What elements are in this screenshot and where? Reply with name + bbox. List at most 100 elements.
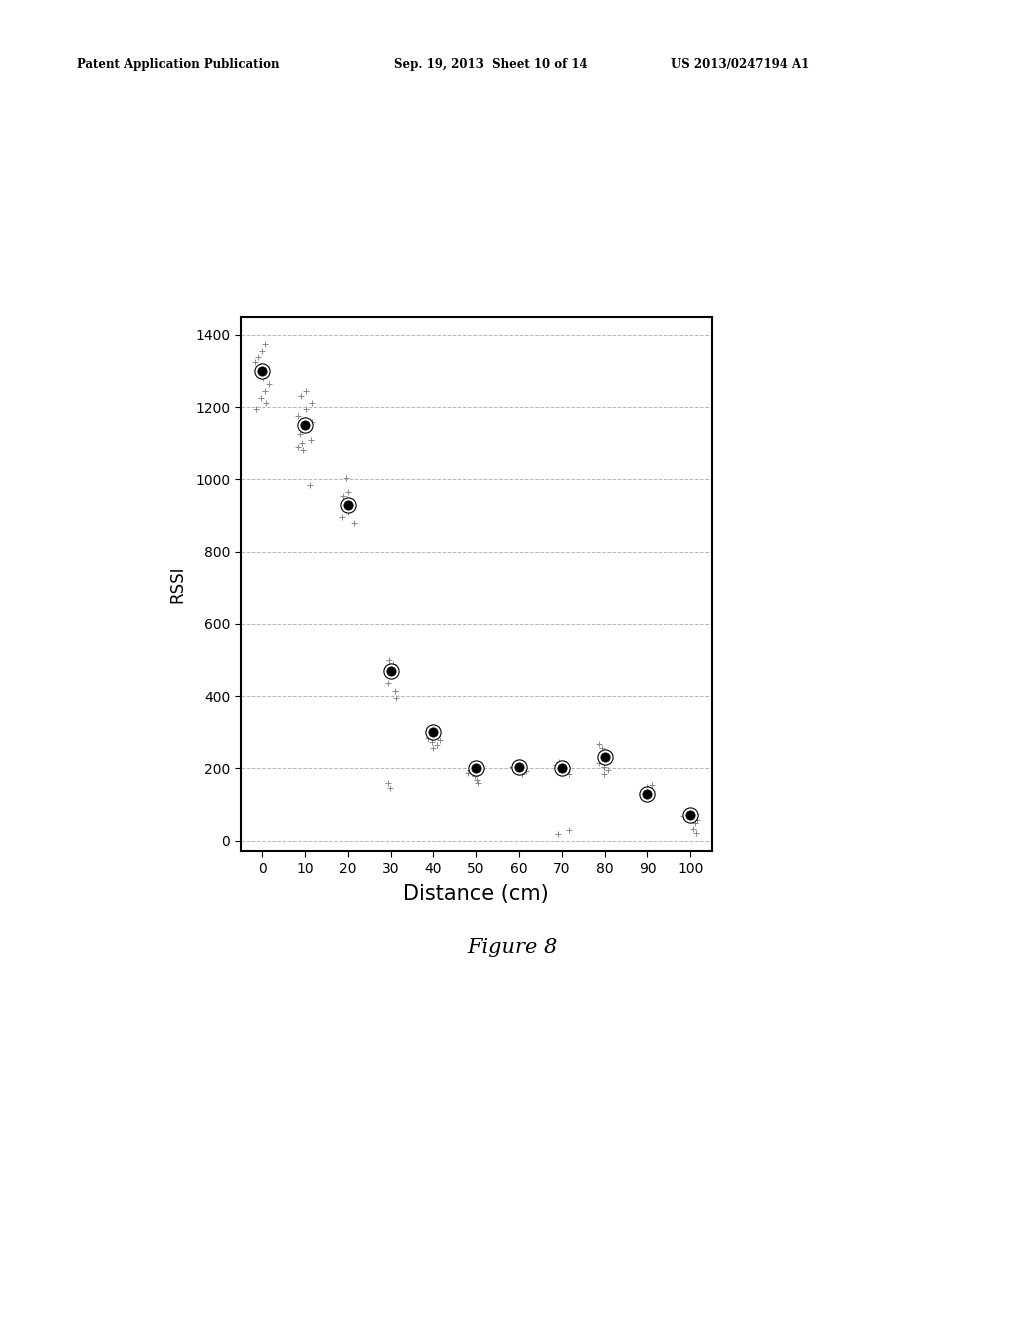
Text: Patent Application Publication: Patent Application Publication (77, 58, 280, 71)
Text: Sep. 19, 2013  Sheet 10 of 14: Sep. 19, 2013 Sheet 10 of 14 (394, 58, 588, 71)
Point (387, 688, 403, 709)
Point (511, 756, 527, 777)
Point (261, 374, 278, 395)
Point (596, 747, 612, 768)
Point (386, 680, 402, 701)
Point (297, 414, 313, 436)
Point (594, 743, 610, 764)
Point (689, 809, 706, 830)
Point (257, 334, 273, 355)
Point (639, 776, 655, 797)
Point (340, 502, 356, 523)
Point (639, 783, 655, 804)
Point (293, 385, 309, 407)
Point (638, 785, 654, 807)
Point (468, 770, 484, 791)
Point (334, 507, 350, 528)
Point (343, 496, 359, 517)
Point (508, 754, 524, 775)
Point (470, 774, 486, 795)
Point (462, 759, 478, 780)
Point (420, 727, 436, 748)
Point (468, 758, 484, 779)
Point (687, 813, 703, 834)
Point (248, 399, 264, 420)
Point (685, 818, 701, 840)
Point (254, 368, 270, 389)
Point (591, 752, 607, 774)
Point (254, 360, 270, 381)
X-axis label: Distance (cm): Distance (cm) (403, 884, 549, 904)
Point (254, 356, 270, 378)
Point (431, 730, 447, 751)
Point (560, 763, 577, 784)
Point (550, 824, 566, 845)
Point (682, 805, 698, 826)
Point (596, 747, 612, 768)
Point (380, 649, 396, 671)
Point (428, 734, 444, 755)
Point (504, 756, 520, 777)
Point (382, 660, 398, 681)
Point (250, 346, 266, 367)
Point (342, 492, 358, 513)
Point (511, 756, 527, 777)
Point (460, 762, 476, 783)
Point (596, 763, 612, 784)
Point (593, 738, 609, 759)
Point (679, 801, 695, 822)
Point (551, 751, 567, 772)
Point (290, 437, 306, 458)
Point (297, 414, 313, 436)
Point (639, 783, 655, 804)
Point (554, 758, 570, 779)
Point (429, 725, 445, 746)
Point (425, 722, 441, 743)
Point (338, 467, 354, 488)
Point (298, 399, 314, 420)
Point (382, 660, 398, 681)
Point (675, 805, 691, 826)
Point (294, 433, 310, 454)
Point (297, 380, 313, 401)
Point (554, 758, 570, 779)
Point (425, 722, 441, 743)
Point (257, 380, 273, 401)
Point (385, 653, 401, 675)
Point (512, 752, 528, 774)
Point (292, 424, 308, 445)
Point (561, 820, 578, 841)
Point (471, 758, 487, 779)
Point (514, 759, 530, 780)
Point (340, 494, 356, 515)
Text: Figure 8: Figure 8 (467, 939, 557, 957)
Point (290, 405, 306, 426)
Point (258, 393, 274, 414)
Point (383, 665, 399, 686)
Point (304, 393, 321, 414)
Point (559, 760, 575, 781)
Point (424, 721, 440, 742)
Text: US 2013/0247194 A1: US 2013/0247194 A1 (671, 58, 809, 71)
Point (379, 663, 395, 684)
Point (303, 411, 319, 432)
Point (643, 774, 659, 795)
Point (468, 755, 484, 776)
Point (600, 759, 616, 780)
Point (559, 756, 575, 777)
Point (380, 673, 396, 694)
Point (518, 760, 535, 781)
Y-axis label: RSSI: RSSI (169, 565, 186, 603)
Point (638, 787, 654, 808)
Point (468, 758, 484, 779)
Point (382, 777, 398, 799)
Point (594, 748, 610, 770)
Point (382, 660, 398, 681)
Point (548, 754, 564, 775)
Point (596, 756, 612, 777)
Point (644, 781, 660, 803)
Point (688, 822, 705, 843)
Point (424, 731, 440, 752)
Point (643, 783, 659, 804)
Point (467, 766, 483, 787)
